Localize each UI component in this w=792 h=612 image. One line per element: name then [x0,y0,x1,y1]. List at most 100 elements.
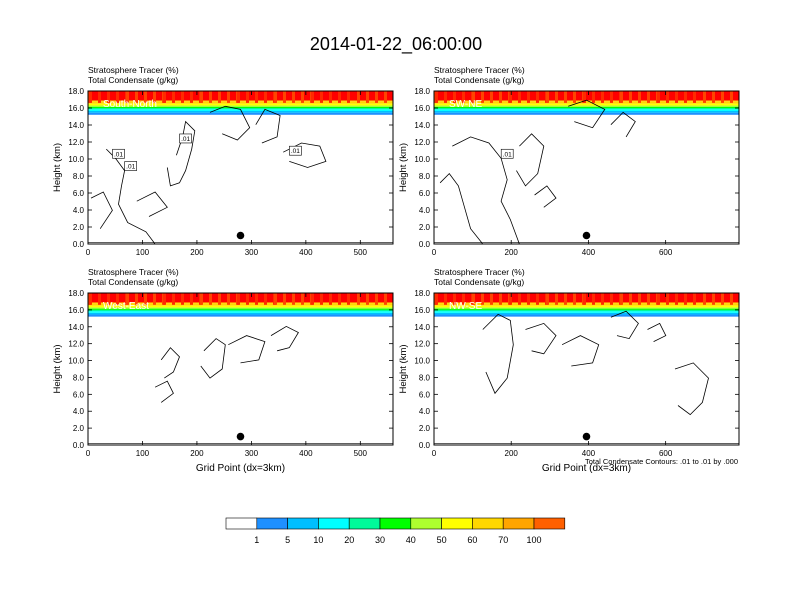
y-tick-label: 6.0 [419,189,431,198]
condensate-contour [270,325,299,352]
x-tick-label: 400 [582,248,596,257]
tracer-streak [181,293,184,305]
plot-background [434,91,739,244]
tracer-streak [107,293,110,305]
condensate-contour [136,191,168,217]
y-tick-label: 10.0 [68,155,84,164]
tracer-band [434,108,739,110]
tracer-streak [301,91,304,103]
plot-area [434,293,739,445]
tracer-streak [712,293,715,305]
tracer-streak [347,293,350,305]
contour-label-box [179,133,192,144]
tracer-streak [237,293,240,305]
tracer-streak [246,293,249,305]
panel-header-tracer: Stratosphere Tracer (%) [434,65,525,75]
tracer-band [434,309,739,312]
y-axis-label: Height (km) [52,143,63,192]
tracer-streak [657,91,660,103]
tracer-streak [200,91,203,103]
panel-header-condensate: Total Condensate (g/kg) [434,75,524,85]
tracer-streak [518,91,521,103]
tracer-streak [730,293,733,305]
tracer-streak [338,293,341,305]
condensate-contour [228,335,266,364]
condensate-contour [534,185,557,208]
tracer-streak [472,293,475,305]
tracer-streak [384,293,387,305]
tracer-streak [573,293,576,305]
tracer-streak [209,293,212,305]
colorbar-label: 50 [437,535,447,545]
tracer-streak [536,91,539,103]
tracer-streak [703,293,706,305]
tracer-streak [647,293,650,305]
condensate-contour [674,362,709,416]
y-tick-label: 4.0 [73,206,85,215]
tracer-streak [444,293,447,305]
condensate-contour [200,338,226,379]
colorbar-label: 70 [498,535,508,545]
tracer-band [88,106,393,108]
tracer-band [88,309,393,312]
tracer-band [88,305,393,308]
panel-header-condensate: Total Condensate (g/kg) [88,277,178,287]
y-axis-label: Height (km) [398,344,409,393]
tracer-streak [564,293,567,305]
y-tick-label: 18.0 [414,87,430,96]
plot-frame [433,292,740,446]
tracer-streak [172,91,175,103]
panel-header-tracer: Stratosphere Tracer (%) [434,267,525,277]
y-tick-label: 10.0 [68,357,84,366]
y-axis-label: Height (km) [52,344,63,393]
tracer-streak [620,91,623,103]
tracer-streak [98,293,101,305]
tracer-streak [610,91,613,103]
x-tick-label: 400 [299,449,313,458]
tracer-streak [573,91,576,103]
tracer-streak [227,293,230,305]
contour-label: .01 [503,151,512,158]
x-tick-label: 500 [354,248,368,257]
tracer-streak [546,91,549,103]
tracer-streak [592,91,595,103]
tracer-streak [126,91,129,103]
tracer-streak [98,91,101,103]
y-tick-label: 0.0 [419,240,431,249]
tracer-streak [583,293,586,305]
tracer-streak [274,293,277,305]
tracer-streak [721,293,724,305]
tracer-band-top [434,293,739,303]
tracer-streak [444,91,447,103]
tracer-streak [163,293,166,305]
tracer-streak [693,91,696,103]
tracer-streak [283,293,286,305]
tracer-streak [638,91,641,103]
tracer-streak [666,293,669,305]
tracer-streak [518,293,521,305]
x-tick-label: 200 [190,449,204,458]
x-tick-label: 200 [190,248,204,257]
tracer-streak [135,91,138,103]
tracer-streak [320,91,323,103]
tracer-band [434,109,739,111]
tracer-streak [435,293,438,305]
y-tick-label: 14.0 [414,323,430,332]
x-tick-label: 500 [354,449,368,458]
x-tick-label: 200 [505,248,519,257]
tracer-streak [647,91,650,103]
tracer-band-top [434,91,739,101]
colorbar-label: 5 [285,535,290,545]
tracer-streak [190,293,193,305]
y-tick-label: 2.0 [73,223,85,232]
tracer-band [88,110,393,113]
tracer-streak [292,293,295,305]
tracer-band [88,308,393,310]
y-tick-label: 16.0 [68,306,84,315]
colorbar-cell [318,517,350,530]
tracer-streak [721,91,724,103]
y-tick-label: 12.0 [414,138,430,147]
tracer-streak [264,91,267,103]
tracer-streak [555,91,558,103]
